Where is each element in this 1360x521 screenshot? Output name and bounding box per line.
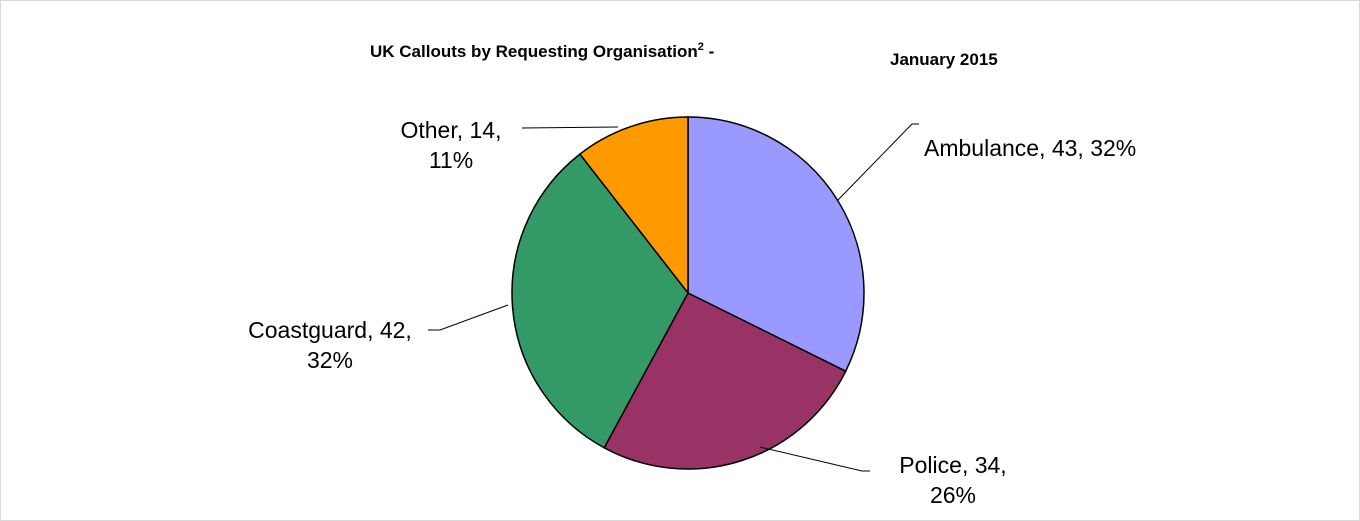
chart-title: UK Callouts by Requesting Organisation2 … xyxy=(370,41,714,61)
leader-line-coastguard xyxy=(428,304,509,331)
pie-slice-other xyxy=(578,116,689,296)
leader-line-other xyxy=(521,126,619,129)
data-label-police: Police, 34, 26% xyxy=(899,452,1006,508)
leader-line-ambulance xyxy=(837,123,919,201)
data-label-other: Other, 14, 11% xyxy=(400,117,501,173)
data-label-coastguard: Coastguard, 42, 32% xyxy=(248,317,412,373)
data-label-ambulance: Ambulance, 43, 32% xyxy=(924,135,1136,161)
leader-line-police xyxy=(759,446,870,472)
pie-slice-ambulance xyxy=(687,116,865,373)
pie-slice-coastguard xyxy=(511,153,689,449)
chart-subtitle: January 2015 xyxy=(890,50,998,69)
